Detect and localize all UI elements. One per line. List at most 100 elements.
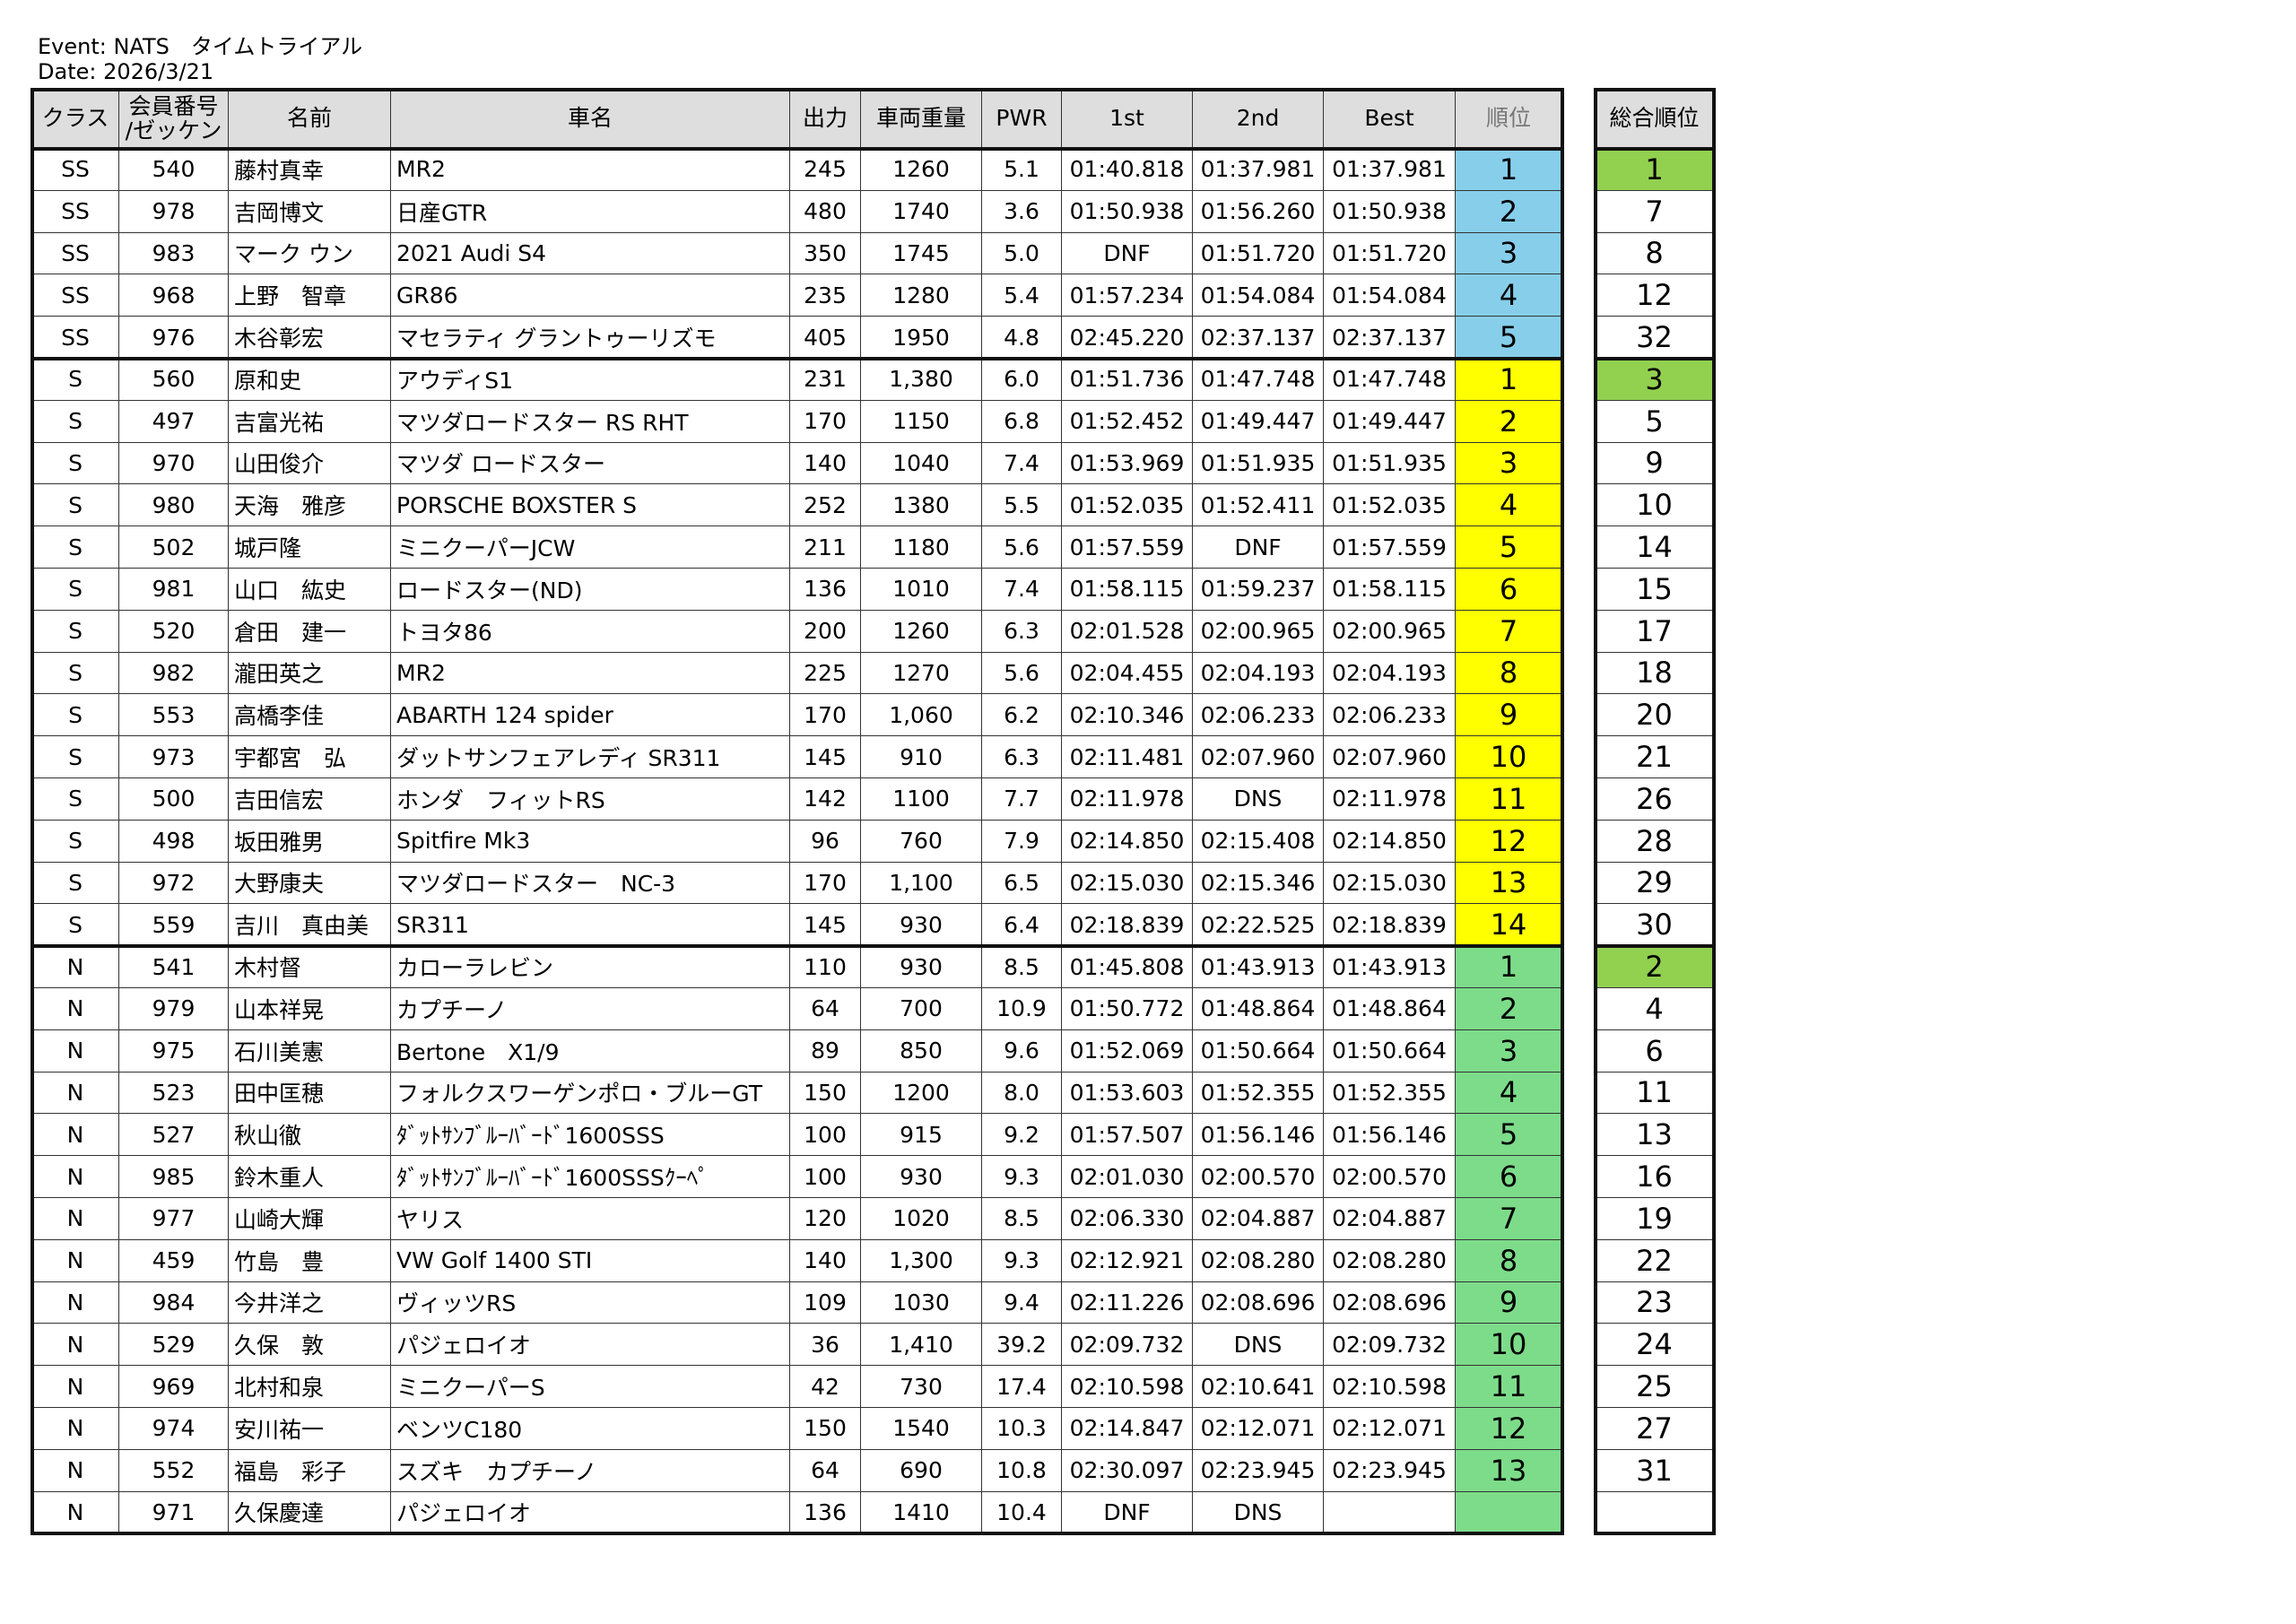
- class-rank: 8: [1456, 652, 1562, 695]
- class-rank: 3: [1456, 1029, 1562, 1073]
- table-cell: N: [32, 1072, 119, 1115]
- table-cell: 2021 Audi S4: [391, 232, 790, 275]
- overall-rank: 21: [1596, 736, 1714, 778]
- table-cell: N: [32, 1408, 119, 1450]
- table-cell: マツダロードスター NC-3: [391, 862, 790, 905]
- table-cell: スズキ カプチーノ: [391, 1449, 790, 1492]
- table-cell: S: [32, 778, 119, 821]
- class-rank: 1: [1456, 149, 1562, 191]
- column-header: 1st: [1062, 90, 1193, 149]
- table-cell: 170: [790, 862, 861, 905]
- table-cell: 02:06.330: [1062, 1198, 1193, 1240]
- table-cell: 17.4: [982, 1366, 1062, 1408]
- table-cell: 01:53.603: [1062, 1072, 1193, 1115]
- table-cell: ミニクーパーS: [391, 1366, 790, 1408]
- table-cell: 981: [119, 569, 229, 611]
- class-rank: 7: [1456, 610, 1562, 653]
- table-cell: 01:51.720: [1193, 232, 1324, 275]
- table-cell: 高橋李佳: [229, 694, 391, 737]
- table-cell: マーク ウン: [229, 232, 391, 275]
- table-cell: 久保 敦: [229, 1324, 391, 1367]
- table-cell: 9.3: [982, 1239, 1062, 1282]
- table-cell: 39.2: [982, 1324, 1062, 1367]
- overall-rank: 15: [1596, 569, 1714, 611]
- class-rank: 8: [1456, 1239, 1562, 1282]
- table-cell: 01:54.084: [1324, 274, 1456, 317]
- overall-rank: 23: [1596, 1281, 1714, 1324]
- table-cell: 01:48.864: [1324, 988, 1456, 1030]
- table-cell: 上野 智章: [229, 274, 391, 317]
- table-cell: 鈴木重人: [229, 1156, 391, 1198]
- table-cell: 01:56.260: [1193, 190, 1324, 233]
- table-cell: 02:08.280: [1193, 1239, 1324, 1282]
- table-cell: 木村督: [229, 946, 391, 988]
- table-cell: 96: [790, 820, 861, 863]
- table-cell: 01:52.069: [1062, 1029, 1193, 1073]
- overall-rank: 4: [1596, 988, 1714, 1030]
- table-cell: 9.3: [982, 1156, 1062, 1198]
- table-cell: 02:01.528: [1062, 610, 1193, 653]
- table-cell: VW Golf 1400 STI: [391, 1239, 790, 1282]
- class-rank: 14: [1456, 904, 1562, 947]
- table-cell: 975: [119, 1029, 229, 1073]
- table-cell: 64: [790, 1449, 861, 1492]
- table-cell: 540: [119, 149, 229, 191]
- group-separator: [1596, 357, 1714, 360]
- table-cell: 日産GTR: [391, 190, 790, 233]
- table-cell: 02:00.965: [1324, 610, 1456, 653]
- table-cell: 4.8: [982, 317, 1062, 359]
- column-header: 車名: [391, 90, 790, 149]
- table-cell: S: [32, 904, 119, 947]
- table-cell: 02:09.732: [1324, 1324, 1456, 1367]
- table-cell: 吉川 真由美: [229, 904, 391, 947]
- class-rank: 10: [1456, 736, 1562, 778]
- header-line: /ゼッケン: [125, 117, 222, 143]
- table-cell: 136: [790, 569, 861, 611]
- table-cell: N: [32, 1029, 119, 1073]
- overall-rank: 24: [1596, 1324, 1714, 1367]
- table-cell: 02:10.346: [1062, 694, 1193, 737]
- overall-rank: 25: [1596, 1366, 1714, 1408]
- class-rank: 4: [1456, 1072, 1562, 1115]
- table-cell: 6.3: [982, 610, 1062, 653]
- group-separator: [32, 357, 1562, 360]
- table-cell: 1540: [861, 1408, 982, 1450]
- class-rank: 4: [1456, 274, 1562, 317]
- overall-rank: 6: [1596, 1029, 1714, 1073]
- table-cell: 02:07.960: [1324, 736, 1456, 778]
- table-cell: ダットサンフェアレディ SR311: [391, 736, 790, 778]
- table-cell: 980: [119, 484, 229, 527]
- table-cell: 1180: [861, 526, 982, 569]
- table-cell: S: [32, 442, 119, 485]
- table-cell: 1,380: [861, 359, 982, 401]
- column-header: PWR: [982, 90, 1062, 149]
- class-rank: 1: [1456, 359, 1562, 401]
- table-cell: 安川祐一: [229, 1408, 391, 1450]
- table-cell: 02:15.408: [1193, 820, 1324, 863]
- class-rank: 2: [1456, 190, 1562, 233]
- table-cell: 10.8: [982, 1449, 1062, 1492]
- table-cell: ベンツC180: [391, 1408, 790, 1450]
- table-cell: 02:04.887: [1193, 1198, 1324, 1240]
- table-cell: 36: [790, 1324, 861, 1367]
- table-cell: 498: [119, 820, 229, 863]
- table-cell: S: [32, 610, 119, 653]
- table-cell: 170: [790, 400, 861, 443]
- table-cell: N: [32, 1491, 119, 1534]
- overall-rank: 11: [1596, 1072, 1714, 1115]
- table-cell: 760: [861, 820, 982, 863]
- overall-rank: 18: [1596, 652, 1714, 695]
- table-cell: マセラティ グラントゥーリズモ: [391, 317, 790, 359]
- table-cell: 01:57.559: [1062, 526, 1193, 569]
- table-cell: Spitfire Mk3: [391, 820, 790, 863]
- class-rank: 4: [1456, 484, 1562, 527]
- table-cell: 1150: [861, 400, 982, 443]
- table-cell: 01:40.818: [1062, 149, 1193, 191]
- table-cell: 02:07.960: [1193, 736, 1324, 778]
- overall-rank: 1: [1596, 149, 1714, 191]
- table-cell: 541: [119, 946, 229, 988]
- table-cell: 02:45.220: [1062, 317, 1193, 359]
- table-cell: 01:51.736: [1062, 359, 1193, 401]
- table-cell: SS: [32, 274, 119, 317]
